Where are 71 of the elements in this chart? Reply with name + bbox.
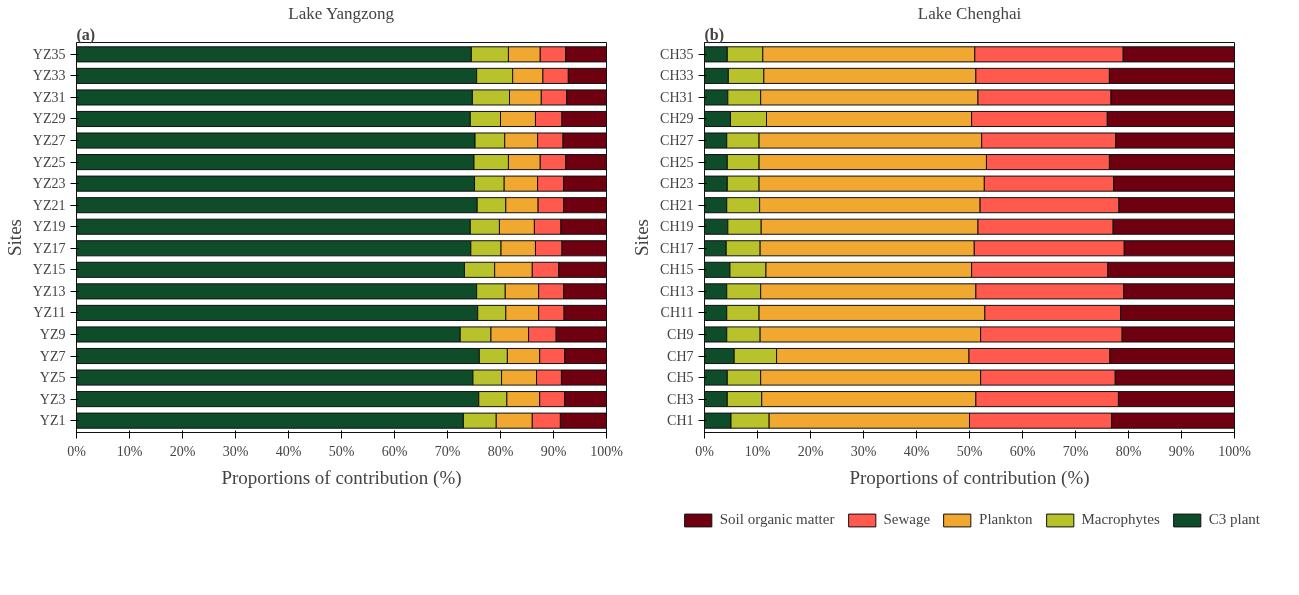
legend-label: Sewage bbox=[883, 511, 931, 528]
y-tick-label: CH15 bbox=[660, 262, 694, 278]
x-tick-label: 50% bbox=[956, 443, 983, 459]
y-tick-label: YZ17 bbox=[32, 240, 66, 256]
y-tick-label: CH7 bbox=[667, 348, 694, 364]
x-axis-title: Proportions of contribution (%) bbox=[221, 466, 462, 489]
y-tick-label: CH23 bbox=[660, 176, 694, 192]
y-tick-label: YZ15 bbox=[32, 262, 66, 278]
x-axis-title: Proportions of contribution (%) bbox=[849, 466, 1090, 489]
chart-title: Lake Chenghai bbox=[917, 3, 1022, 23]
y-tick-label: CH21 bbox=[660, 197, 694, 213]
y-tick-label: CH9 bbox=[667, 326, 694, 342]
y-tick-label: CH29 bbox=[660, 111, 694, 127]
x-tick-label: 80% bbox=[487, 443, 514, 459]
x-tick-label: 40% bbox=[275, 443, 302, 459]
y-tick-label: YZ11 bbox=[33, 305, 66, 321]
x-tick-label: 60% bbox=[381, 443, 408, 459]
x-tick-label: 30% bbox=[850, 443, 877, 459]
y-tick-label: YZ13 bbox=[32, 283, 66, 299]
y-tick-label: CH33 bbox=[660, 68, 694, 84]
legend-label: Soil organic matter bbox=[719, 511, 835, 528]
y-tick-label: YZ29 bbox=[32, 111, 66, 127]
y-tick-label: YZ35 bbox=[32, 46, 66, 62]
x-tick-label: 10% bbox=[116, 443, 143, 459]
x-tick-label: 100% bbox=[590, 443, 624, 459]
y-tick-label: CH17 bbox=[660, 240, 694, 256]
x-tick-label: 0% bbox=[67, 443, 87, 459]
annotation: (b) bbox=[704, 25, 725, 44]
y-tick-label: CH1 bbox=[667, 413, 694, 429]
y-tick-label: CH27 bbox=[660, 133, 694, 149]
y-tick-label: CH19 bbox=[660, 219, 694, 235]
y-tick-label: YZ23 bbox=[32, 176, 66, 192]
y-tick-label: YZ9 bbox=[39, 326, 66, 342]
annotation: (a) bbox=[76, 25, 96, 44]
y-tick-label: YZ7 bbox=[39, 348, 66, 364]
y-tick-label: YZ19 bbox=[32, 219, 66, 235]
y-tick-label: YZ1 bbox=[39, 413, 66, 429]
y-tick-label: CH11 bbox=[660, 305, 694, 321]
x-tick-label: 20% bbox=[797, 443, 824, 459]
y-tick-label: CH3 bbox=[667, 391, 694, 407]
y-tick-label: CH31 bbox=[660, 89, 694, 105]
x-tick-label: 100% bbox=[1218, 443, 1252, 459]
x-tick-label: 40% bbox=[903, 443, 930, 459]
x-tick-label: 20% bbox=[169, 443, 196, 459]
legend-label: Plankton bbox=[979, 511, 1033, 528]
y-axis-title: Sites bbox=[3, 219, 25, 256]
y-tick-label: YZ21 bbox=[32, 197, 66, 213]
x-tick-label: 70% bbox=[1062, 443, 1089, 459]
y-tick-label: CH5 bbox=[667, 370, 694, 386]
x-tick-label: 30% bbox=[222, 443, 249, 459]
x-tick-label: 60% bbox=[1009, 443, 1036, 459]
chart-title: Lake Yangzong bbox=[288, 3, 395, 23]
x-tick-label: 0% bbox=[695, 443, 715, 459]
y-tick-label: YZ31 bbox=[32, 89, 66, 105]
y-axis-title: Sites bbox=[631, 219, 653, 256]
y-tick-label: YZ25 bbox=[32, 154, 66, 170]
x-tick-label: 50% bbox=[328, 443, 355, 459]
x-tick-label: 10% bbox=[744, 443, 771, 459]
y-tick-label: YZ5 bbox=[39, 370, 66, 386]
y-tick-label: CH13 bbox=[660, 283, 694, 299]
y-tick-label: YZ33 bbox=[32, 68, 66, 84]
x-tick-label: 80% bbox=[1115, 443, 1142, 459]
x-tick-label: 90% bbox=[540, 443, 567, 459]
x-tick-label: 70% bbox=[434, 443, 461, 459]
y-tick-label: YZ3 bbox=[39, 391, 66, 407]
legend-label: Macrophytes bbox=[1081, 511, 1160, 528]
legend-label: C3 plant bbox=[1208, 511, 1260, 528]
y-tick-label: YZ27 bbox=[32, 133, 66, 149]
x-tick-label: 90% bbox=[1168, 443, 1195, 459]
y-tick-label: CH25 bbox=[660, 154, 694, 170]
y-tick-label: CH35 bbox=[660, 46, 694, 62]
